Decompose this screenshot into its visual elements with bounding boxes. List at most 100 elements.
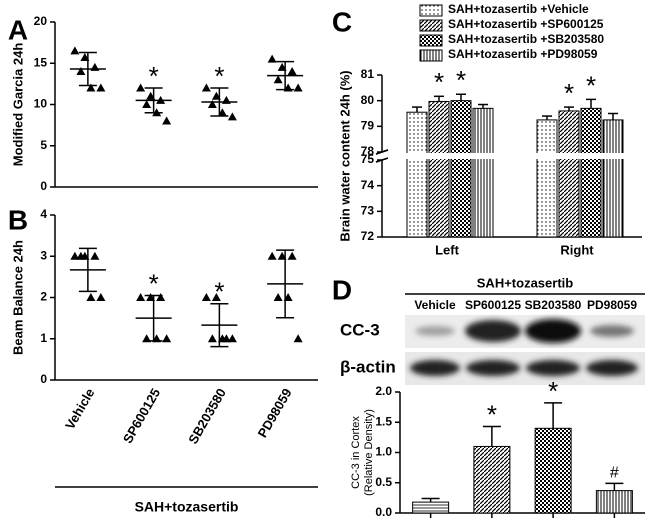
panel-label: B xyxy=(8,204,28,235)
bar xyxy=(595,490,633,514)
annotation: * xyxy=(149,268,159,298)
bar xyxy=(428,100,450,238)
x-tick-label: SB203580 xyxy=(185,386,229,447)
data-point xyxy=(96,293,106,301)
y-axis-label: CC-3 in Cortex xyxy=(350,416,362,489)
data-point xyxy=(86,83,96,92)
legend-label: SAH+tozasertib +SB203580 xyxy=(448,32,604,46)
data-point xyxy=(156,293,166,301)
y-tick-label: 1.5 xyxy=(375,414,392,428)
data-point xyxy=(162,334,172,343)
bar xyxy=(450,100,472,238)
y-axis-label: Modified Garcia 24h xyxy=(10,43,25,167)
bar xyxy=(472,107,494,238)
y-tick-label: 2 xyxy=(40,290,47,304)
data-point xyxy=(227,334,237,343)
panel-label: A xyxy=(8,14,28,45)
y-tick-label: 81 xyxy=(361,67,375,81)
y-tick-label: 72 xyxy=(361,229,375,243)
bar xyxy=(534,427,572,514)
y-axis-label: Brain water content 24h (%) xyxy=(337,70,352,241)
bar xyxy=(558,110,580,238)
data-point xyxy=(287,67,297,75)
blot-header: SAH+tozasertib xyxy=(477,275,573,290)
panel-label: D xyxy=(332,274,352,305)
data-point xyxy=(90,251,100,260)
data-point xyxy=(211,293,221,301)
data-point xyxy=(70,46,80,55)
legend-swatch xyxy=(419,34,443,47)
annotation: * xyxy=(149,61,159,91)
bar xyxy=(580,107,602,238)
data-point xyxy=(70,251,80,260)
annotation: * xyxy=(548,376,558,406)
data-point xyxy=(207,334,217,343)
data-point xyxy=(76,67,86,75)
data-point xyxy=(273,293,283,301)
data-point xyxy=(267,251,277,260)
data-point xyxy=(201,83,211,92)
data-point xyxy=(267,54,277,63)
y-tick-label: 10 xyxy=(34,97,48,111)
annotation: * xyxy=(214,61,224,91)
data-point xyxy=(86,293,96,301)
data-point xyxy=(227,112,237,121)
y-tick-label: 5 xyxy=(40,138,47,152)
data-point xyxy=(273,75,283,84)
y-tick-label: 15 xyxy=(34,55,48,69)
row-label: CC-3 xyxy=(340,320,380,339)
bar xyxy=(406,111,428,238)
data-point xyxy=(293,334,303,343)
annotation: # xyxy=(610,465,619,482)
y-tick-label: 80 xyxy=(361,93,375,107)
y-tick-label: 0 xyxy=(40,372,47,386)
axis-break xyxy=(375,149,389,155)
y-tick-label: 4 xyxy=(40,207,47,221)
data-point xyxy=(293,83,303,92)
y-tick-label: 20 xyxy=(34,14,48,28)
y-tick-label: 0 xyxy=(40,179,47,193)
y-tick-label: 74 xyxy=(361,178,375,192)
legend-label: SAH+tozasertib +PD98059 xyxy=(448,47,598,61)
annotation: * xyxy=(564,78,574,108)
annotation: * xyxy=(434,67,444,97)
axis-gap xyxy=(381,153,643,159)
panel-label: C xyxy=(332,6,352,37)
annotation: * xyxy=(586,70,596,100)
lane-label: SB203580 xyxy=(525,298,582,312)
annotation: * xyxy=(214,277,224,307)
y-tick-label: 0.5 xyxy=(375,475,392,489)
axis-break xyxy=(375,157,389,163)
legend-swatch xyxy=(419,49,443,62)
y-tick-label: 3 xyxy=(40,248,47,262)
data-point xyxy=(142,100,152,108)
data-point xyxy=(76,251,86,260)
data-point xyxy=(96,83,106,92)
annotation: * xyxy=(456,65,466,95)
x-tick-label: Left xyxy=(435,242,460,257)
data-point xyxy=(201,293,211,301)
x-tick-label: Vehicle xyxy=(62,386,97,432)
bar xyxy=(412,501,450,514)
y-tick-label: 1 xyxy=(40,331,47,345)
x-tick-label: PD98059 xyxy=(255,386,295,440)
data-point xyxy=(162,116,172,125)
legend-label: SAH+tozasertib +SP600125 xyxy=(448,17,604,31)
y-tick-label: 2.0 xyxy=(375,384,392,398)
data-point xyxy=(136,293,146,301)
bar xyxy=(602,119,624,238)
data-point xyxy=(287,251,297,260)
y-tick-label: 0.0 xyxy=(375,505,392,519)
lane-label: SP600125 xyxy=(465,298,521,312)
y-tick-label: 78 xyxy=(361,144,375,158)
bar xyxy=(473,445,511,514)
data-point xyxy=(207,100,217,108)
y-axis-label: Beam Balance 24h xyxy=(10,240,25,355)
x-tick-label: Right xyxy=(560,242,594,257)
western-blot xyxy=(405,315,645,385)
bar xyxy=(536,119,558,238)
y-axis-label: (Relative Density) xyxy=(363,409,375,496)
legend-label: SAH+tozasertib +Vehicle xyxy=(448,2,589,16)
legend-swatch xyxy=(419,19,443,32)
